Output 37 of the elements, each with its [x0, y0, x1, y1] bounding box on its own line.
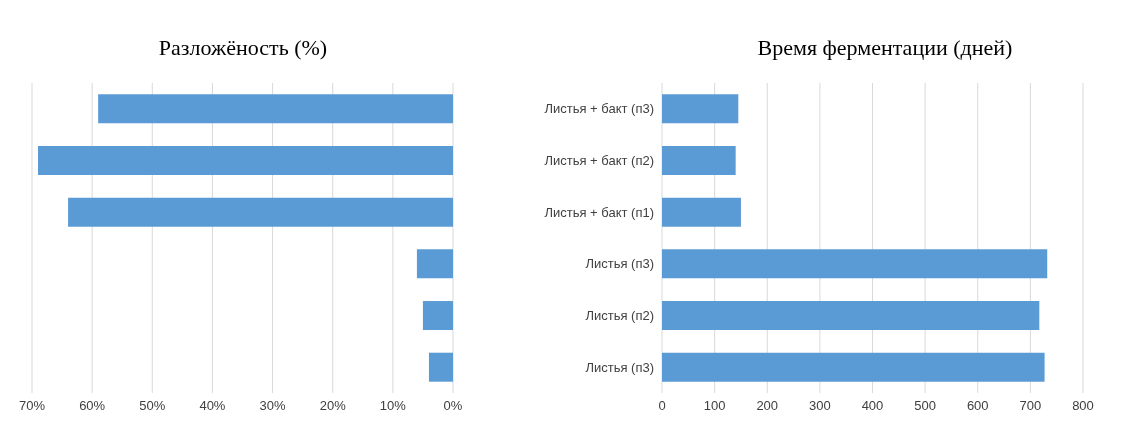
bar: [428, 352, 453, 382]
x-tick-label: 0%: [443, 398, 463, 414]
bar: [662, 249, 1048, 279]
x-tick-label: 400: [861, 398, 884, 414]
y-tick-label: Листья + бакт (п1): [544, 204, 654, 220]
y-tick-label: Листья (п3): [585, 359, 654, 375]
bar: [662, 301, 1040, 331]
x-tick-label: 40%: [199, 398, 226, 414]
bar: [662, 94, 739, 124]
x-tick-label: 20%: [319, 398, 347, 414]
x-tick-label: 10%: [379, 398, 407, 414]
x-tick-label: 600: [966, 398, 989, 414]
x-tick-label: 70%: [18, 398, 46, 414]
bar: [662, 146, 736, 176]
chart-title: Время ферментации (дней): [756, 34, 1014, 62]
bar: [662, 197, 741, 227]
bar: [98, 94, 453, 124]
x-tick-label: 800: [1072, 398, 1094, 414]
y-tick-label: Листья + бакт (п2): [544, 153, 654, 169]
bar: [38, 146, 453, 176]
bar: [416, 249, 453, 279]
x-tick-label: 500: [914, 398, 936, 414]
x-tick-label: 700: [1019, 398, 1042, 414]
bar: [68, 197, 453, 227]
y-tick-label: Листья + бакт (п3): [544, 101, 654, 117]
y-tick-label: Листья (п2): [585, 308, 654, 324]
x-tick-label: 300: [809, 398, 831, 414]
y-tick-label: Листья (п3): [585, 256, 654, 272]
bar: [662, 352, 1045, 382]
x-tick-label: 200: [756, 398, 779, 414]
x-tick-label: 60%: [79, 398, 106, 414]
chart-title: Разложёность (%): [157, 34, 329, 62]
x-tick-label: 30%: [259, 398, 287, 414]
x-tick-label: 0: [658, 398, 666, 414]
bar: [422, 301, 453, 331]
x-tick-label: 50%: [139, 398, 166, 414]
x-tick-label: 100: [703, 398, 726, 414]
